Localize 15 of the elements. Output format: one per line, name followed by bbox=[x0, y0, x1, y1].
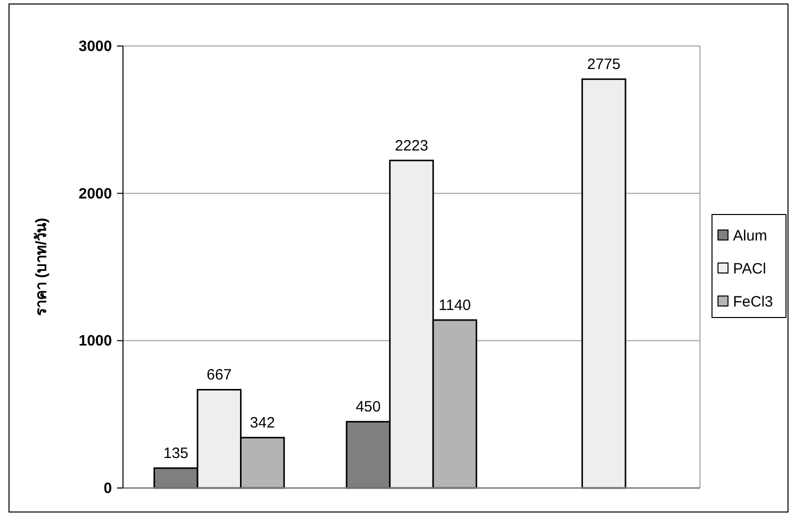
legend-label: Alum bbox=[733, 228, 768, 244]
data-label: 667 bbox=[206, 366, 232, 384]
y-tick-label: 0 bbox=[104, 480, 112, 497]
data-label: 1140 bbox=[438, 297, 471, 314]
data-label: 342 bbox=[250, 414, 275, 432]
y-axis-title: ราคา (บาท/วัน) bbox=[33, 218, 50, 316]
data-label: 2775 bbox=[587, 56, 621, 74]
legend-label: PACl bbox=[733, 260, 766, 278]
data-label: 135 bbox=[163, 445, 188, 462]
y-tick-label: 2000 bbox=[78, 185, 112, 202]
data-label: 2223 bbox=[394, 137, 428, 154]
y-tick-label: 1000 bbox=[78, 332, 112, 350]
legend-label: FeCl3 bbox=[733, 294, 774, 310]
data-label: 450 bbox=[356, 398, 381, 416]
y-tick-label: 3000 bbox=[78, 38, 112, 55]
